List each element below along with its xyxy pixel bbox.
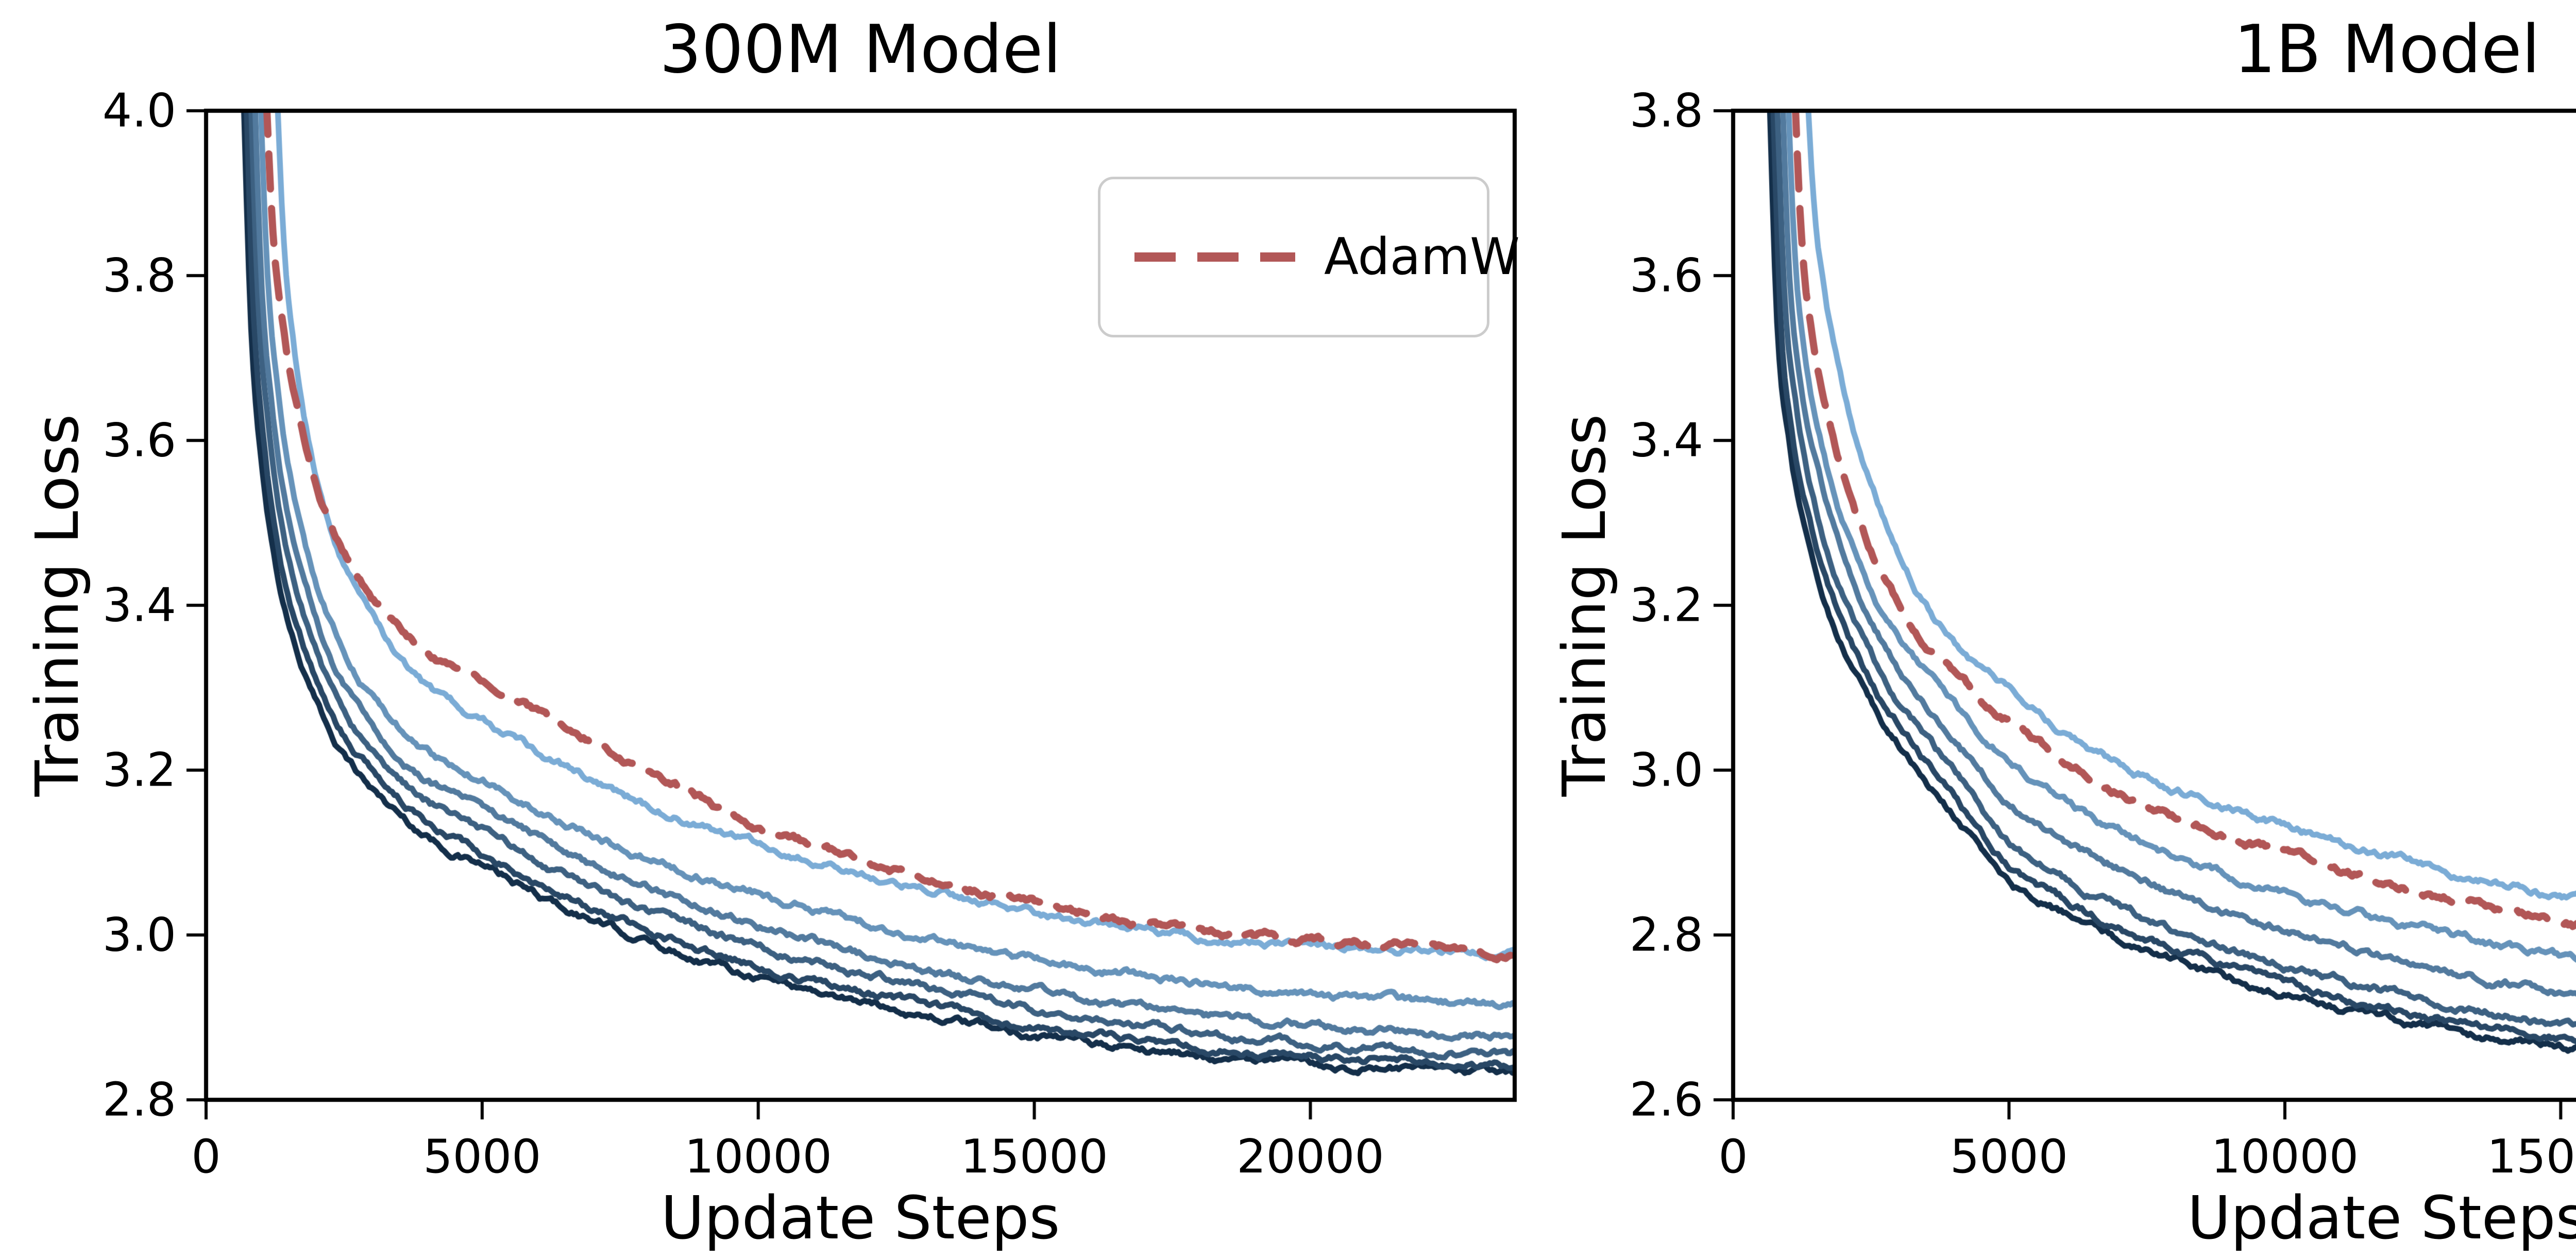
right-panel-title: 1B Model xyxy=(2233,11,2540,88)
y-tick-label: 3.8 xyxy=(1629,83,1703,138)
y-tick-label: 3.0 xyxy=(1629,743,1703,797)
x-tick-label: 5000 xyxy=(423,1130,541,1184)
y-tick-label: 2.8 xyxy=(1629,908,1703,962)
right-y-axis-label: Training Loss xyxy=(1550,414,1619,797)
x-tick-label: 15000 xyxy=(960,1130,1108,1184)
y-tick-label: 2.8 xyxy=(102,1073,176,1127)
y-tick-label: 3.8 xyxy=(102,248,176,303)
y-tick-label: 3.2 xyxy=(1629,578,1703,633)
x-tick-label: 10000 xyxy=(2211,1130,2359,1184)
legend-label-adamw: AdamW xyxy=(1324,228,1520,286)
x-tick-label: 5000 xyxy=(1950,1130,2068,1184)
x-tick-label: 0 xyxy=(1718,1130,1748,1184)
y-tick-label: 3.4 xyxy=(1629,413,1703,468)
y-tick-label: 3.6 xyxy=(102,413,176,468)
y-tick-label: 2.6 xyxy=(1629,1073,1703,1127)
left-y-axis-label: Training Loss xyxy=(23,414,92,797)
x-tick-label: 0 xyxy=(191,1130,221,1184)
left-legend: AdamW xyxy=(1098,177,1520,337)
x-tick-label: 20000 xyxy=(1236,1130,1384,1184)
y-tick-label: 4.0 xyxy=(102,83,176,138)
y-tick-label: 3.4 xyxy=(102,578,176,633)
y-tick-label: 3.6 xyxy=(1629,248,1703,303)
y-tick-label: 3.2 xyxy=(102,743,176,797)
x-tick-label: 10000 xyxy=(684,1130,832,1184)
adamw-dash-sample-icon xyxy=(1134,252,1295,262)
right-x-axis-label: Update Steps xyxy=(2187,1184,2576,1253)
left-panel-title: 300M Model xyxy=(659,11,1061,88)
y-tick-label: 3.0 xyxy=(102,908,176,962)
left-x-axis-label: Update Steps xyxy=(660,1184,1060,1253)
x-tick-label: 15000 xyxy=(2487,1130,2576,1184)
